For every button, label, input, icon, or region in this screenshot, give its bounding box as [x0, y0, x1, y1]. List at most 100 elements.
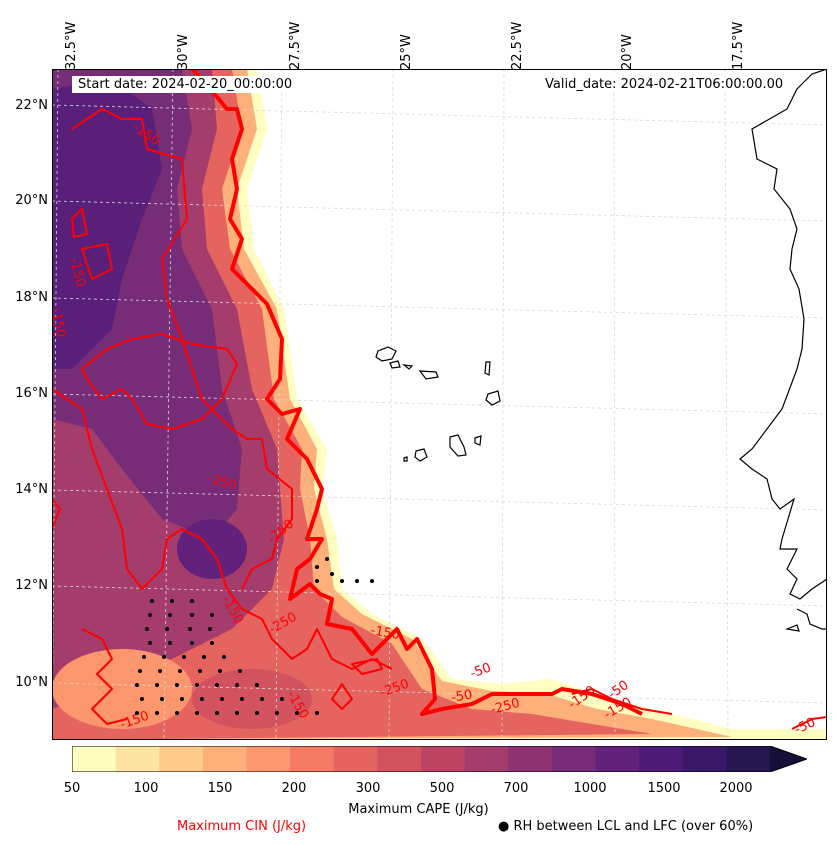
- cin-contours: [52, 69, 827, 730]
- rh-dot: [145, 627, 149, 631]
- rh-dot: [238, 669, 242, 673]
- island-small-1: [418, 370, 439, 380]
- lon-label-22-5w: 22.5°W: [510, 21, 525, 70]
- lon-label-30w: 30°W: [176, 34, 191, 70]
- rh-dot: [295, 711, 299, 715]
- cape-patch-south-2: [192, 669, 312, 729]
- africa-coastline: [739, 69, 827, 600]
- rh-dot: [210, 613, 214, 617]
- rh-dot: [162, 655, 166, 659]
- cin-contour-250-mid: [81, 333, 238, 430]
- colorbar-tick: 700: [503, 781, 529, 796]
- cin-contour-small-5: [52, 498, 61, 530]
- rh-dot: [222, 655, 226, 659]
- rh-dot: [158, 669, 162, 673]
- rh-dot: [180, 697, 184, 701]
- rh-dot: [260, 697, 264, 701]
- colorbar-cell: [726, 746, 771, 772]
- rh-dot: [210, 641, 214, 645]
- rh-dot: [240, 697, 244, 701]
- rh-dot: [195, 711, 199, 715]
- lat-label-20n: 20°N: [15, 193, 48, 208]
- cin-label: -250: [206, 471, 238, 493]
- rh-dot: [190, 641, 194, 645]
- lat-label-16n: 16°N: [15, 386, 48, 401]
- rh-dot: [182, 655, 186, 659]
- rh-dot: [200, 697, 204, 701]
- rh-dot: [340, 579, 344, 583]
- colorbar-label: Maximum CAPE (J/kg): [348, 802, 489, 817]
- colorbar-cell: [682, 746, 727, 772]
- start-date-label: Start date: 2024-02-20_00:00:00: [72, 76, 299, 93]
- cin-legend-label: Maximum CIN (J/kg): [177, 819, 307, 834]
- lon-label-25w: 25°W: [399, 34, 414, 70]
- rh-dot: [135, 683, 139, 687]
- cape-patch-southwest: [52, 649, 192, 729]
- rh-dot: [175, 683, 179, 687]
- cin-contour-150-south: [81, 628, 128, 725]
- cape-band-6: [52, 79, 162, 369]
- cin-label: -50: [468, 660, 493, 681]
- colorbar-cell: [115, 746, 160, 772]
- map-panel[interactable]: -150 -250 -150 -150 -250 -150 -250 -150 …: [52, 69, 827, 740]
- rh-dot: [255, 711, 259, 715]
- colorbar-cell: [290, 746, 335, 772]
- colorbar-cell: [202, 746, 248, 772]
- colorbar-tick: 1500: [647, 781, 681, 796]
- island-maio: [474, 435, 482, 446]
- colorbar-cell: [421, 746, 466, 772]
- lat-label-22n: 22°N: [15, 98, 48, 113]
- cin-contour-small-1: [81, 243, 113, 280]
- rh-dot: [218, 669, 222, 673]
- island-brava: [403, 456, 408, 462]
- colorbar-tick: 2000: [719, 781, 753, 796]
- rh-dot: [188, 627, 192, 631]
- cin-contour-small-2: [71, 208, 88, 238]
- rh-dot: [178, 669, 182, 673]
- lon-label-27-5w: 27.5°W: [288, 21, 303, 70]
- rh-dot: [275, 711, 279, 715]
- rh-dot: [315, 565, 319, 569]
- colorbar-cell: [639, 746, 684, 772]
- lon-label-32-5w: 32.5°W: [64, 21, 79, 70]
- rh-dot: [198, 669, 202, 673]
- rh-dot: [220, 697, 224, 701]
- lat-label-10n: 10°N: [15, 675, 48, 690]
- cin-contour-250-north: [71, 108, 293, 590]
- island-sal: [484, 361, 491, 376]
- rh-dot: [190, 613, 194, 617]
- colorbar-cell: [72, 746, 117, 772]
- rh-dot: [215, 711, 219, 715]
- rh-dot: [235, 683, 239, 687]
- island-sao-nicolau: [401, 364, 414, 370]
- island-santo-antao: [375, 346, 397, 362]
- rh-legend: ● RH between LCL and LFC (over 60%): [498, 819, 753, 834]
- coastlines: [375, 69, 827, 632]
- rh-dots: [135, 557, 374, 715]
- cin-label: -250: [489, 696, 521, 718]
- colorbar-tick: 200: [281, 781, 307, 796]
- rh-dot: [142, 655, 146, 659]
- cin-contour-east: [571, 688, 673, 715]
- cape-patch-south: [177, 519, 247, 579]
- rh-dot: [202, 655, 206, 659]
- rh-dot: [255, 683, 259, 687]
- cin-contour-small-3: [331, 683, 353, 710]
- rh-dot: [155, 683, 159, 687]
- rh-dot: [330, 572, 334, 576]
- colorbar-tick: 50: [63, 781, 81, 796]
- rh-dot: [150, 599, 154, 603]
- rh-dot: [195, 683, 199, 687]
- lon-label-17-5w: 17.5°W: [731, 21, 746, 70]
- colorbar-tick: 100: [133, 781, 159, 796]
- valid-date-label: Valid_date: 2024-02-21T06:00:00.00: [539, 76, 790, 93]
- colorbar-cell: [595, 746, 640, 772]
- colorbar-extend-arrow: [770, 746, 807, 772]
- map-canvas: -150 -250 -150 -150 -250 -150 -250 -150 …: [52, 69, 827, 740]
- colorbar-cell: [551, 746, 597, 772]
- cin-contour-150-west: [52, 388, 393, 670]
- island-santiago: [449, 434, 467, 457]
- colorbar-cell: [159, 746, 204, 772]
- colorbar-cell: [464, 746, 509, 772]
- colorbar-outline: [72, 746, 807, 772]
